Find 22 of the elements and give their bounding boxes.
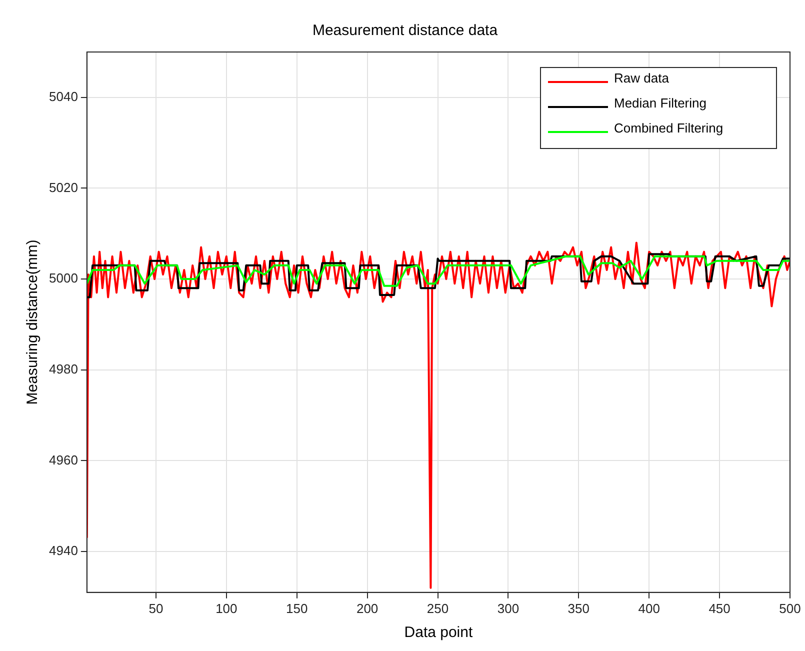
y-axis-title: Measuring distance(mm) (24, 240, 42, 405)
chart-title: Measurement distance data (312, 22, 498, 40)
x-tick-label: 100 (216, 600, 238, 616)
x-tick-label: 150 (286, 600, 308, 616)
legend-label: Median Filtering (614, 96, 706, 111)
y-tick-label: 4960 (49, 452, 78, 468)
legend-label: Raw data (614, 70, 670, 86)
x-axis-title: Data point (404, 624, 474, 642)
x-tick-label: 400 (638, 600, 660, 616)
x-tick-label: 450 (708, 600, 730, 616)
x-tick-label: 350 (568, 600, 590, 616)
y-tick-label: 4980 (49, 361, 78, 376)
y-tick-label: 5020 (49, 180, 78, 195)
y-tick-label: 4940 (49, 543, 78, 558)
x-tick-label: 200 (356, 600, 378, 616)
x-tick-label: 250 (426, 600, 449, 616)
x-tick-label: 50 (148, 600, 164, 616)
y-tick-label: 5000 (49, 270, 78, 286)
x-tick-label: 500 (779, 600, 801, 616)
y-tick-label: 5040 (49, 88, 78, 104)
x-tick-label: 300 (497, 600, 520, 616)
legend-label: Combined Filtering (614, 120, 724, 136)
